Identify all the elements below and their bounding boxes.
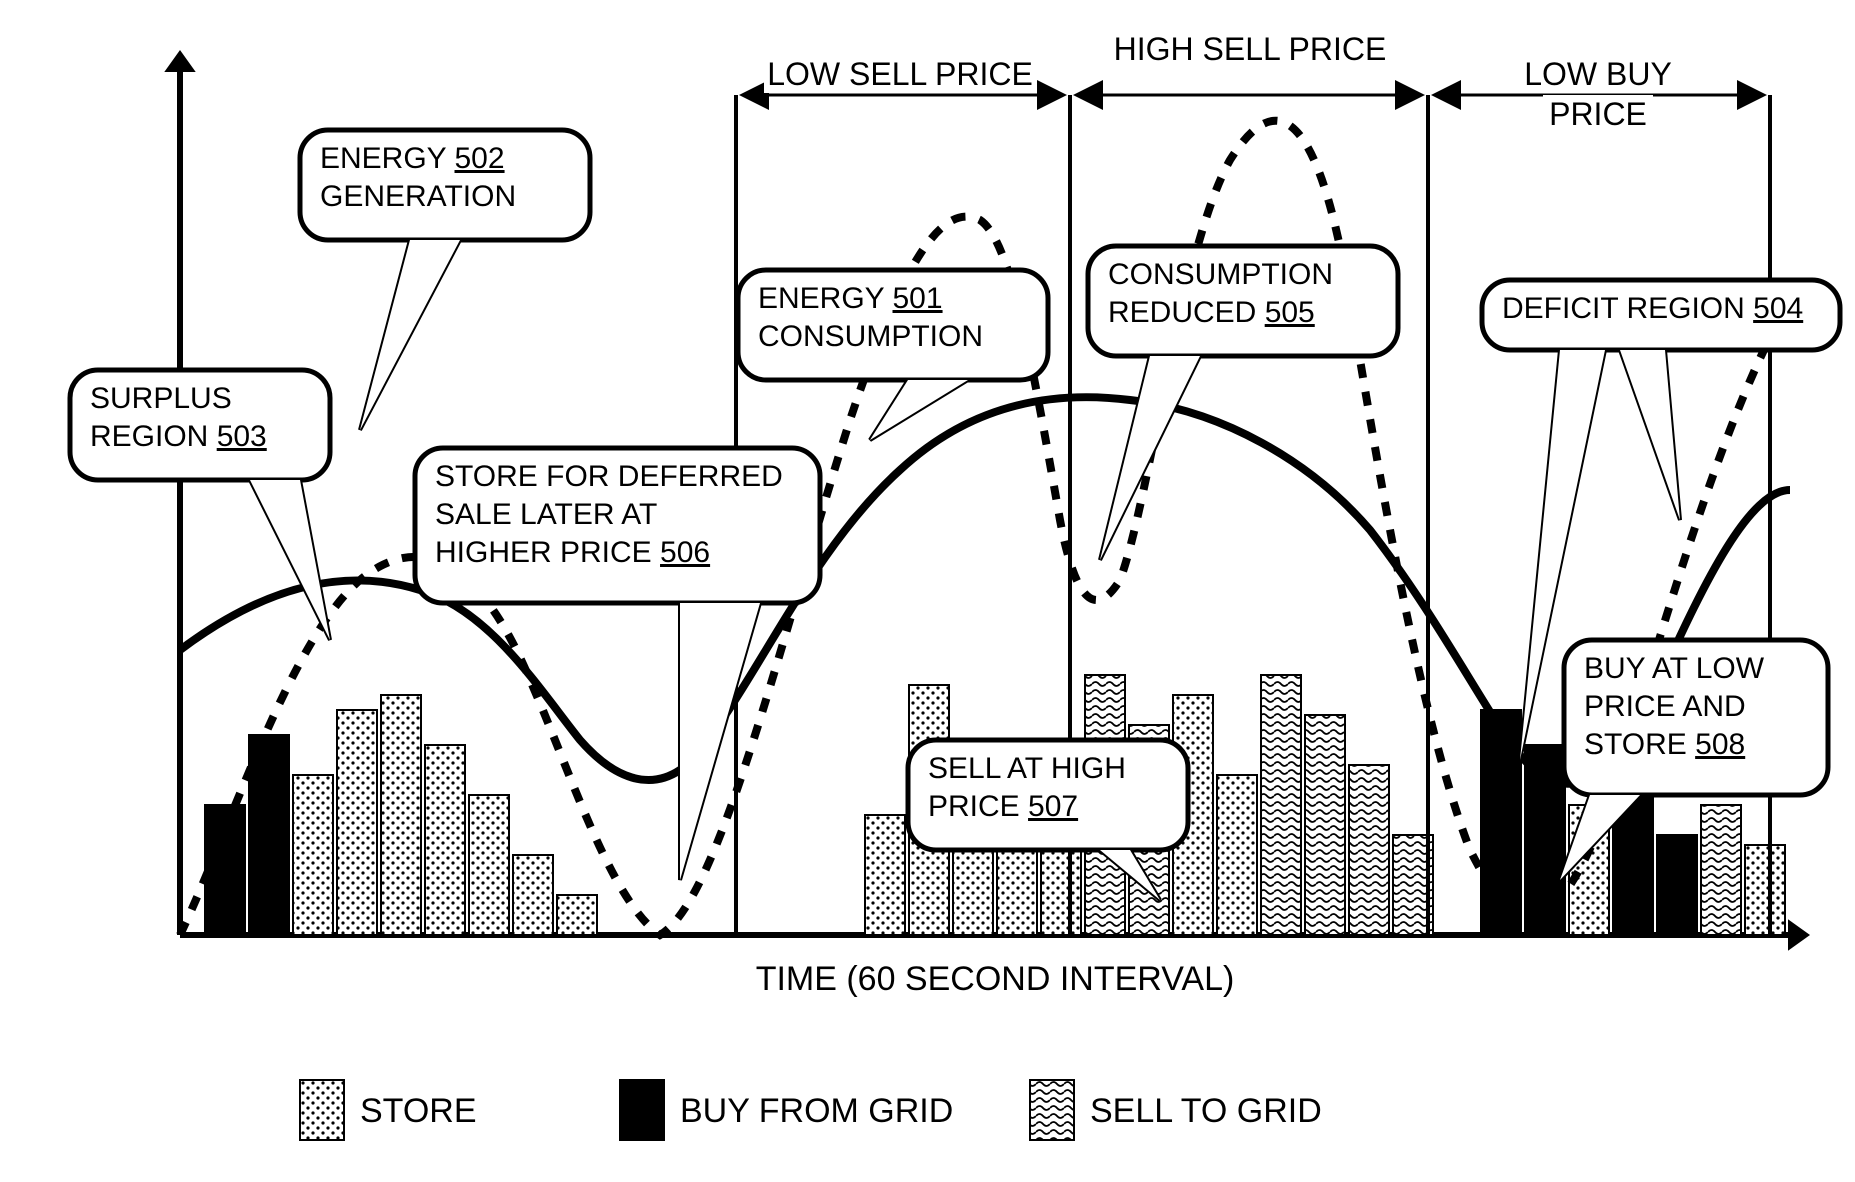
bar-sell <box>1701 805 1741 935</box>
bar-sell <box>1349 765 1389 935</box>
svg-text:ENERGY 502: ENERGY 502 <box>320 142 505 175</box>
bar-store <box>1745 845 1785 935</box>
bar-sell <box>1261 675 1301 935</box>
svg-text:CONSUMPTION: CONSUMPTION <box>1108 258 1333 291</box>
svg-text:SURPLUS: SURPLUS <box>90 382 232 415</box>
svg-text:SALE LATER AT: SALE LATER AT <box>435 498 657 531</box>
zone-label: LOW BUY <box>1524 56 1672 92</box>
energy-diagram: { "diagram": { "type": "infographic", "b… <box>0 0 1855 1182</box>
bar-store <box>1041 845 1081 935</box>
bar-store <box>293 775 333 935</box>
svg-text:STORE FOR DEFERRED: STORE FOR DEFERRED <box>435 460 783 493</box>
svg-text:PRICE 507: PRICE 507 <box>928 790 1078 823</box>
zone-label: PRICE <box>1549 96 1647 132</box>
legend-label: BUY FROM GRID <box>680 1092 953 1130</box>
bar-buy <box>249 735 289 935</box>
svg-text:BUY AT LOW: BUY AT LOW <box>1584 652 1765 685</box>
svg-text:SELL AT HIGH: SELL AT HIGH <box>928 752 1126 785</box>
callout-501: ENERGY 501 CONSUMPTION <box>738 270 1048 440</box>
zone-label: LOW SELL PRICE <box>767 56 1033 92</box>
legend-label: SELL TO GRID <box>1090 1092 1322 1130</box>
legend-swatch-buy <box>620 1080 664 1140</box>
bar-buy <box>1657 835 1697 935</box>
legend-label: STORE <box>360 1092 477 1130</box>
bar-store <box>425 745 465 935</box>
svg-text:DEFICIT REGION 504: DEFICIT REGION 504 <box>1502 292 1803 325</box>
bar-store <box>557 895 597 935</box>
legend-swatch-sell <box>1030 1080 1074 1140</box>
zone-label: HIGH SELL PRICE <box>1114 31 1387 67</box>
svg-text:HIGHER PRICE 506: HIGHER PRICE 506 <box>435 536 710 569</box>
chart-svg: LOW SELL PRICE HIGH SELL PRICE LOW BUY PRIC… <box>0 0 1855 1182</box>
bar-store <box>337 710 377 935</box>
bar-store <box>513 855 553 935</box>
svg-text:PRICE AND: PRICE AND <box>1584 690 1746 723</box>
bar-store <box>381 695 421 935</box>
callout-503: SURPLUS REGION 503 <box>70 370 330 640</box>
svg-text:CONSUMPTION: CONSUMPTION <box>758 320 983 353</box>
bar-store <box>865 815 905 935</box>
bar-sell <box>1305 715 1345 935</box>
svg-text:GENERATION: GENERATION <box>320 180 516 213</box>
bar-store <box>1217 775 1257 935</box>
callout-502: ENERGY 502 GENERATION <box>300 130 590 430</box>
legend-swatch-store <box>300 1080 344 1140</box>
x-axis-label: TIME (60 SECOND INTERVAL) <box>756 960 1235 998</box>
svg-text:STORE 508: STORE 508 <box>1584 728 1745 761</box>
svg-text:REGION 503: REGION 503 <box>90 420 267 453</box>
svg-text:REDUCED 505: REDUCED 505 <box>1108 296 1315 329</box>
bar-store <box>469 795 509 935</box>
svg-text:ENERGY 501: ENERGY 501 <box>758 282 943 315</box>
